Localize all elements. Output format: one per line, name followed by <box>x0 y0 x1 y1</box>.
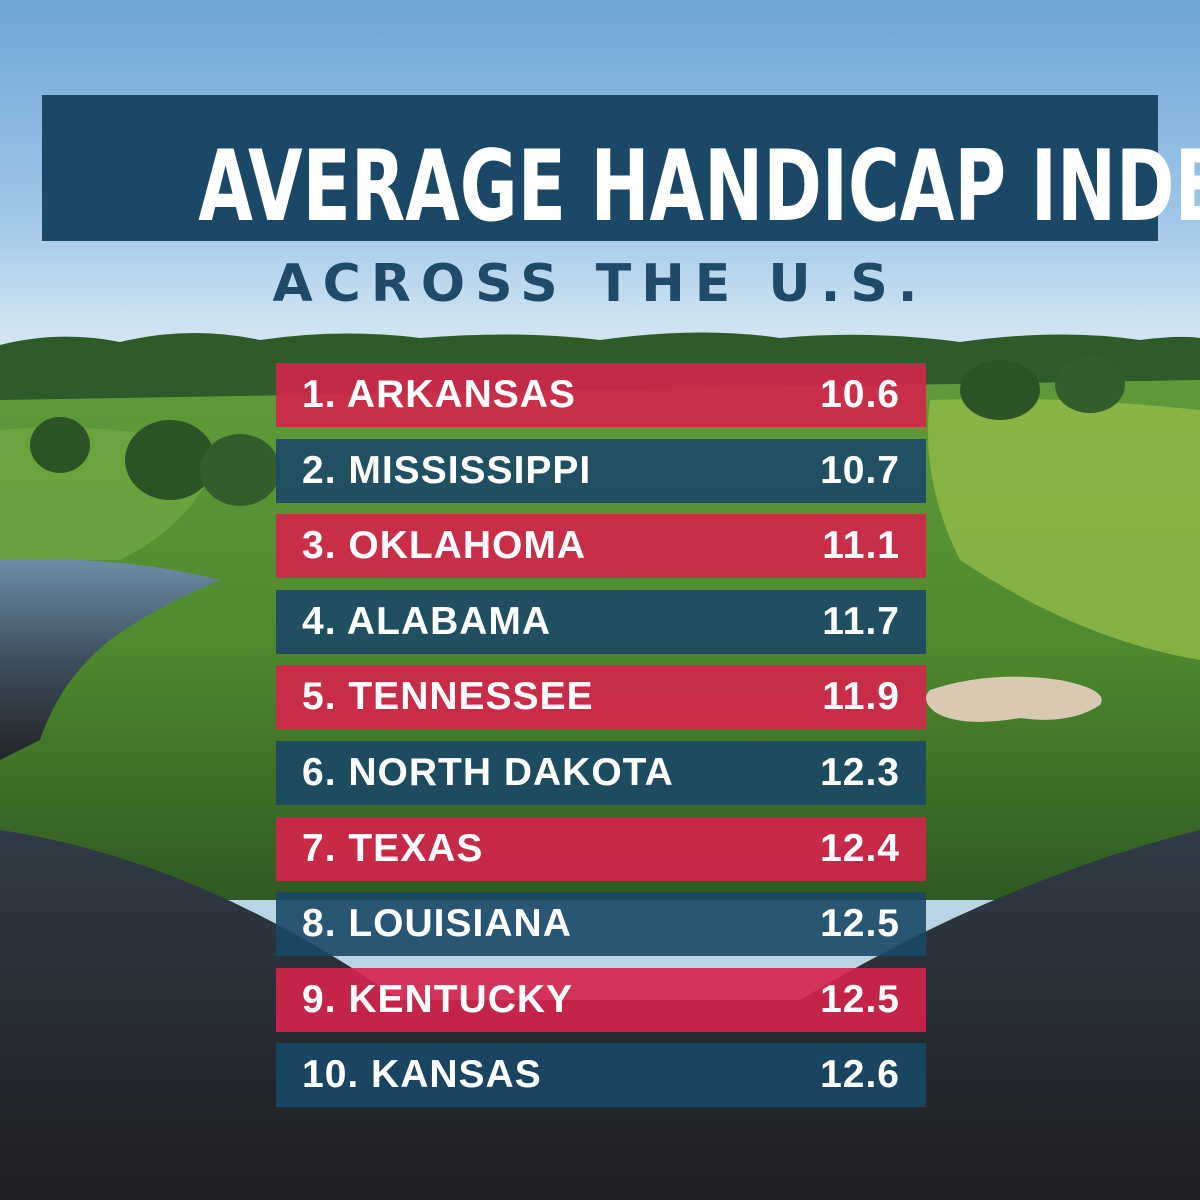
state-label: 1. ARKANSAS <box>302 373 576 416</box>
ranking-row: 9. KENTUCKY 12.5 <box>276 967 926 1032</box>
title-text: AVERAGE HANDICAP INDEX <box>198 130 1200 244</box>
handicap-value: 12.5 <box>820 902 900 946</box>
title-heading: AVERAGE HANDICAP INDEX® <box>198 103 1200 252</box>
title-banner: AVERAGE HANDICAP INDEX® <box>42 95 1200 244</box>
state-label: 8. LOUISIANA <box>302 902 572 946</box>
state-label: 6. NORTH DAKOTA <box>302 750 674 794</box>
handicap-value: 12.5 <box>820 977 900 1021</box>
handicap-value: 11.1 <box>822 524 900 568</box>
state-label: 9. KENTUCKY <box>302 977 574 1021</box>
handicap-value: 12.3 <box>820 750 900 794</box>
state-label: 5. TENNESSEE <box>302 675 594 719</box>
ranking-row: 8. LOUISIANA 12.5 <box>276 892 926 957</box>
state-label: 3. OKLAHOMA <box>302 524 586 568</box>
handicap-value: 12.4 <box>820 826 900 870</box>
state-label: 10. KANSAS <box>302 1053 542 1097</box>
ranking-row: 10. KANSAS 12.6 <box>276 1043 926 1108</box>
handicap-value: 12.6 <box>820 1053 900 1097</box>
ranking-row: 5. TENNESSEE 11.9 <box>276 665 926 730</box>
state-label: 7. TEXAS <box>302 826 484 870</box>
ranking-row: 2. MISSISSIPPI 10.7 <box>276 438 926 503</box>
ranking-row: 3. OKLAHOMA 11.1 <box>276 514 926 579</box>
ranking-row: 4. ALABAMA 11.7 <box>276 589 926 654</box>
state-label: 2. MISSISSIPPI <box>302 448 592 492</box>
handicap-value: 11.7 <box>822 599 900 643</box>
ranking-row: 1. ARKANSAS 10.6 <box>276 363 926 427</box>
handicap-value: 10.7 <box>820 448 900 492</box>
handicap-value: 10.6 <box>820 373 900 416</box>
rankings-list: 1. ARKANSAS 10.6 2. MISSISSIPPI 10.7 3. … <box>276 363 926 1119</box>
ranking-row: 7. TEXAS 12.4 <box>276 816 926 881</box>
state-label: 4. ALABAMA <box>302 599 552 643</box>
ranking-row: 6. NORTH DAKOTA 12.3 <box>276 740 926 805</box>
subtitle: ACROSS THE U.S. <box>272 254 928 314</box>
handicap-value: 11.9 <box>822 675 900 719</box>
